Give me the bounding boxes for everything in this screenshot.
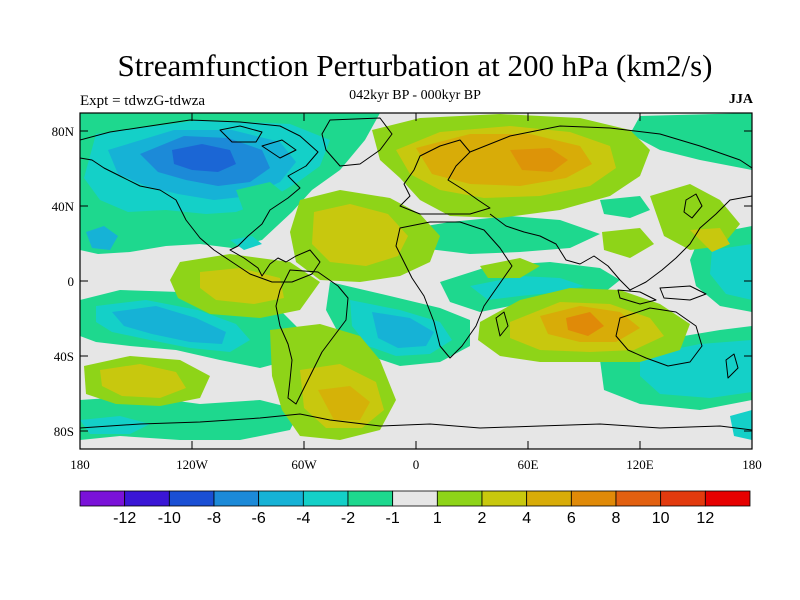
colorbar-swatch bbox=[302, 490, 349, 507]
negative-anomaly-regions bbox=[80, 113, 752, 440]
colorbar-swatch bbox=[347, 490, 394, 507]
latitude-labels: 80N 40N 0 40S 80S bbox=[52, 124, 75, 439]
coastline-north-america bbox=[80, 119, 321, 283]
coastline-asia bbox=[469, 125, 752, 291]
coastline-africa bbox=[395, 221, 513, 359]
coastline-japan bbox=[683, 193, 703, 219]
colorbar-label: -6 bbox=[252, 510, 266, 527]
colorbar-label: -1 bbox=[386, 510, 400, 527]
colorbar-swatch bbox=[436, 490, 483, 507]
colorbar-label: -12 bbox=[113, 510, 136, 527]
colorbar-swatch bbox=[258, 490, 304, 507]
experiment-label: Expt = tdwzG-tdwza bbox=[80, 93, 206, 109]
colorbar-label: 8 bbox=[612, 510, 621, 527]
lat-label: 40S bbox=[54, 349, 74, 364]
coastline-antarctica bbox=[80, 413, 752, 431]
coastline-south-america bbox=[275, 269, 349, 405]
colorbar-label: 4 bbox=[522, 510, 531, 527]
colorbar-swatch bbox=[168, 490, 215, 507]
colorbar-swatch bbox=[124, 490, 170, 507]
coastline-greenland bbox=[321, 117, 393, 167]
colorbar-swatch bbox=[570, 490, 617, 507]
colorbar bbox=[79, 490, 751, 507]
lon-label: 180 bbox=[70, 457, 90, 472]
lon-label: 60E bbox=[518, 457, 539, 472]
colorbar-labels: -12 -10 -8 -6 -4 -2 -1 1 2 4 6 8 10 12 bbox=[113, 510, 714, 527]
lat-label: 0 bbox=[68, 274, 75, 289]
colorbar-swatch bbox=[392, 490, 438, 507]
coastline-australia bbox=[615, 307, 703, 367]
period-label: 042kyr BP - 000kyr BP bbox=[349, 88, 481, 103]
colorbar-swatch bbox=[79, 490, 126, 507]
season-label: JJA bbox=[728, 92, 753, 107]
colorbar-label: -4 bbox=[296, 510, 310, 527]
colorbar-label: -2 bbox=[341, 510, 355, 527]
coastline-arctic-islands bbox=[219, 125, 297, 159]
lat-label: 80S bbox=[54, 424, 74, 439]
lat-label: 40N bbox=[52, 199, 75, 214]
coastline-europe bbox=[399, 139, 491, 215]
colorbar-label: 12 bbox=[696, 510, 714, 527]
colorbar-label: 2 bbox=[478, 510, 487, 527]
colorbar-label: -10 bbox=[158, 510, 181, 527]
longitude-labels: 180 120W 60W 0 60E 120E 180 bbox=[70, 457, 762, 472]
colorbar-label: -8 bbox=[207, 510, 221, 527]
coastline-madagascar bbox=[495, 311, 509, 337]
lon-label: 0 bbox=[413, 457, 420, 472]
colorbar-swatch bbox=[615, 490, 662, 507]
positive-anomaly-regions bbox=[84, 114, 740, 440]
colorbar-label: 10 bbox=[652, 510, 670, 527]
map-title: Streamfunction Perturbation at 200 hPa (… bbox=[117, 48, 713, 83]
colorbar-label: 6 bbox=[567, 510, 576, 527]
contour-fields bbox=[80, 113, 752, 440]
lon-label: 120W bbox=[176, 457, 209, 472]
colorbar-swatch bbox=[213, 490, 260, 507]
colorbar-swatch bbox=[481, 490, 528, 507]
coastlines bbox=[80, 117, 752, 431]
colorbar-swatch bbox=[704, 490, 751, 507]
coastline-se-asia-islands bbox=[617, 285, 707, 305]
coastline-new-zealand bbox=[725, 353, 739, 379]
colorbar-swatch bbox=[660, 490, 706, 507]
colorbar-label: 1 bbox=[433, 510, 442, 527]
lon-label: 180 bbox=[742, 457, 762, 472]
lon-label: 60W bbox=[291, 457, 317, 472]
axis-ticks bbox=[80, 113, 752, 449]
lat-label: 80N bbox=[52, 124, 75, 139]
lon-label: 120E bbox=[626, 457, 654, 472]
colorbar-swatch bbox=[526, 490, 572, 507]
